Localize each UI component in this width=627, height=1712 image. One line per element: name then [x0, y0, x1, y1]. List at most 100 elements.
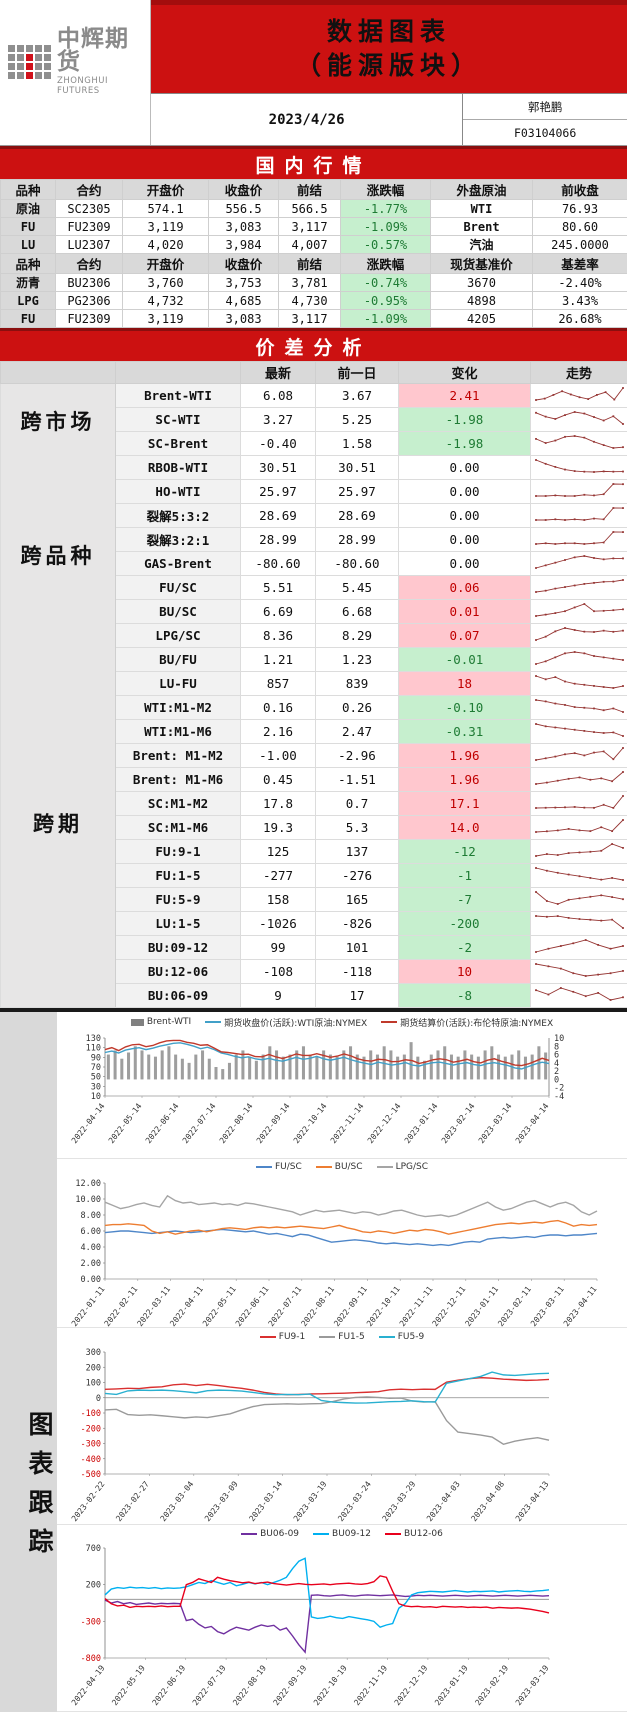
legend-label: BU/SC [335, 1162, 363, 1172]
svg-text:2022-02-11: 2022-02-11 [103, 1285, 140, 1327]
svg-text:2022-11-14: 2022-11-14 [329, 1102, 366, 1146]
spread-label: HO-WTI [116, 480, 241, 504]
spread-sparkline [531, 696, 627, 720]
svg-text:10: 10 [91, 1092, 101, 1102]
legend-label: BU12-06 [404, 1529, 443, 1539]
spread-prev: 5.45 [316, 576, 399, 600]
spread-sparkline [531, 480, 627, 504]
svg-text:10.00: 10.00 [75, 1195, 101, 1205]
analyst-license: F03104066 [463, 120, 627, 145]
spread-latest: 9 [241, 984, 316, 1008]
svg-text:2023-02-11: 2023-02-11 [496, 1285, 533, 1327]
svg-text:70: 70 [91, 1063, 101, 1073]
svg-text:8.00: 8.00 [81, 1211, 101, 1221]
svg-text:2022-07-14: 2022-07-14 [181, 1102, 218, 1146]
c2-svg: 12.0010.008.006.004.002.000.002022-01-11… [57, 1175, 624, 1327]
spread-sparkline [531, 816, 627, 840]
spread-label: RBOB-WTI [116, 456, 241, 480]
svg-text:2022-04-11: 2022-04-11 [168, 1285, 205, 1327]
svg-text:2023-01-11: 2023-01-11 [463, 1285, 500, 1327]
col-previous-day: 前一日 [316, 362, 399, 384]
svg-text:200: 200 [86, 1363, 101, 1373]
analyst-name: 郭艳鹏 [463, 94, 627, 120]
spread-change: -1.98 [399, 432, 531, 456]
spread-prev: -826 [316, 912, 399, 936]
svg-text:2023-04-08: 2023-04-08 [469, 1480, 506, 1524]
spread-prev: 6.68 [316, 600, 399, 624]
spread-prev: 28.69 [316, 504, 399, 528]
legend-swatch-line [385, 1533, 401, 1535]
svg-text:2022-08-11: 2022-08-11 [299, 1285, 336, 1327]
svg-text:2022-04-14: 2022-04-14 [70, 1102, 107, 1146]
spread-label: FU/SC [116, 576, 241, 600]
spread-sparkline [531, 528, 627, 552]
svg-text:2023-03-19: 2023-03-19 [514, 1664, 551, 1708]
c3-svg: 3002001000-100-200-300-400-5002023-02-22… [57, 1346, 624, 1524]
svg-text:6.00: 6.00 [81, 1227, 101, 1237]
legend-item: LPG/SC [377, 1162, 428, 1172]
legend-item: FU1-5 [319, 1332, 364, 1342]
svg-text:2022-12-11: 2022-12-11 [431, 1285, 468, 1327]
svg-text:2023-01-14: 2023-01-14 [403, 1102, 440, 1146]
legend-label: Brent-WTI [147, 1017, 191, 1027]
spread-prev: 3.67 [316, 384, 399, 408]
col-latest: 最新 [241, 362, 316, 384]
svg-text:2023-02-14: 2023-02-14 [440, 1102, 477, 1146]
spread-label: SC-Brent [116, 432, 241, 456]
spread-label: SC-WTI [116, 408, 241, 432]
report-date: 2023/4/26 [151, 94, 462, 145]
svg-text:0: 0 [96, 1394, 101, 1404]
legend-swatch-line [313, 1533, 329, 1535]
spread-label: Brent: M1-M2 [116, 744, 241, 768]
spread-change: -200 [399, 912, 531, 936]
svg-text:-500: -500 [81, 1470, 101, 1480]
section-title-spread-analysis: 价差分析 [0, 328, 627, 361]
market-header-row: 品种合约开盘价收盘价前结涨跌幅现货基准价基差率 [1, 254, 627, 274]
spread-label: Brent: M1-M6 [116, 768, 241, 792]
spread-change: 1.96 [399, 768, 531, 792]
spread-change: 0.06 [399, 576, 531, 600]
spread-change: -8 [399, 984, 531, 1008]
spread-label: LU-FU [116, 672, 241, 696]
spread-label: GAS-Brent [116, 552, 241, 576]
spread-latest: -80.60 [241, 552, 316, 576]
svg-text:110: 110 [86, 1044, 101, 1054]
spread-sparkline [531, 384, 627, 408]
spread-latest: 125 [241, 840, 316, 864]
chart-section-label: 图表跟踪 [0, 1411, 57, 1567]
spread-change: 18 [399, 672, 531, 696]
spread-group-label: 跨品种 [1, 540, 115, 570]
spread-label: FU:1-5 [116, 864, 241, 888]
svg-text:2023-03-29: 2023-03-29 [381, 1480, 418, 1524]
spread-prev: -1.51 [316, 768, 399, 792]
spread-sparkline [531, 576, 627, 600]
svg-text:-400: -400 [81, 1455, 101, 1465]
svg-text:2023-02-22: 2023-02-22 [70, 1480, 107, 1524]
svg-text:2022-05-11: 2022-05-11 [201, 1285, 238, 1327]
spread-label: BU/SC [116, 600, 241, 624]
spread-prev: 0.26 [316, 696, 399, 720]
legend-swatch-line [319, 1336, 335, 1338]
spread-change: 14.0 [399, 816, 531, 840]
legend-label: FU9-1 [279, 1332, 305, 1342]
legend-swatch-line [316, 1166, 332, 1168]
svg-text:2023-04-03: 2023-04-03 [425, 1480, 462, 1524]
svg-text:2022-10-14: 2022-10-14 [292, 1102, 329, 1146]
spread-prev: 5.3 [316, 816, 399, 840]
spread-change: 0.00 [399, 456, 531, 480]
svg-text:2022-12-14: 2022-12-14 [366, 1102, 403, 1146]
spread-sparkline [531, 672, 627, 696]
spread-change: 2.41 [399, 384, 531, 408]
spread-change: 0.00 [399, 528, 531, 552]
spread-latest: -0.40 [241, 432, 316, 456]
spread-latest: 0.45 [241, 768, 316, 792]
svg-text:2022-07-11: 2022-07-11 [267, 1285, 304, 1327]
spread-change: 0.00 [399, 480, 531, 504]
